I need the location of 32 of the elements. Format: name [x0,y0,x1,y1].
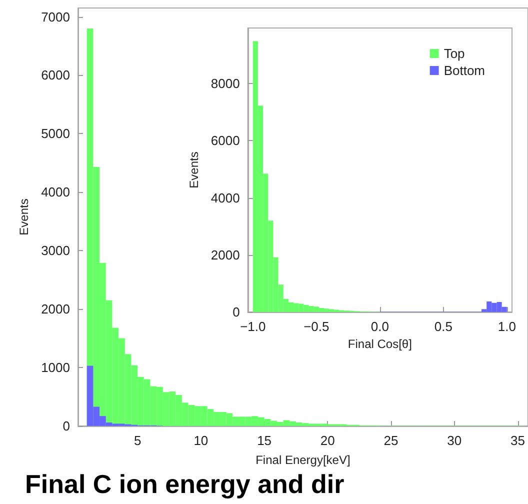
x-tick-label: 30 [447,433,462,448]
y-tick-label: 1000 [41,360,70,376]
y-tick-label: 6000 [210,133,240,148]
y-tick-label: 0 [62,418,70,434]
y-tick-label: 8000 [210,76,240,92]
x-tick-label: 10 [194,433,208,448]
y-tick-label: 2000 [210,247,240,262]
y-tick-label: 3000 [41,243,70,258]
y-tick-label: 6000 [41,68,70,83]
x-tick-label: −0.5 [304,319,330,334]
x-axis-title: Final Energy[keV] [256,453,350,467]
y-tick-label: 0 [232,304,240,320]
x-tick-label: 5 [134,433,142,448]
legend-label: Top [444,46,465,61]
y-tick-label: 7000 [41,9,70,24]
y-tick-label: 2000 [41,302,70,317]
y-axis-title: Events [187,152,201,188]
x-tick-label: 0.5 [434,319,452,334]
legend-label: Bottom [444,63,486,78]
x-axis-title: Final Cos[θ] [348,336,412,351]
x-tick-label: 25 [384,433,398,448]
x-tick-label: 35 [510,433,526,448]
y-tick-label: 5000 [41,126,70,142]
x-tick-label: 20 [320,433,335,448]
y-tick-label: 4000 [210,190,240,206]
x-tick-label: −1.0 [240,319,266,334]
x-tick-label: 1.0 [498,319,516,334]
text: Final C ion energy and dir [25,469,344,499]
x-tick-label: 15 [257,433,272,448]
y-tick-label: 4000 [41,184,70,200]
x-tick-label: 0.0 [370,319,389,334]
y-axis-title: Events [17,198,32,236]
